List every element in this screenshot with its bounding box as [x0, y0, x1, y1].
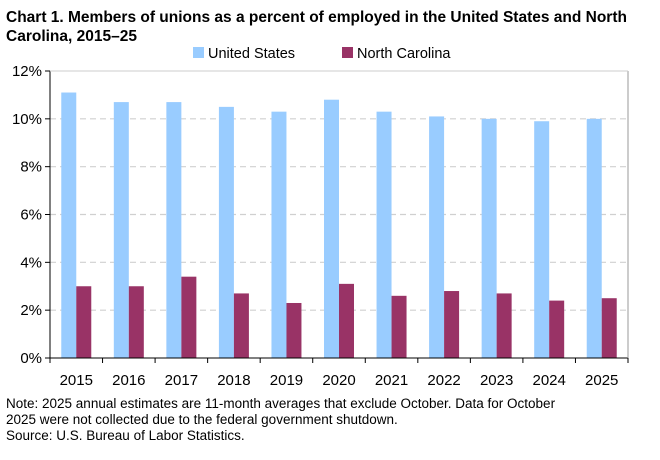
x-tick-label: 2024	[532, 372, 565, 389]
bar-united-states-2025	[586, 118, 602, 358]
bar-north-carolina-2019	[286, 302, 302, 358]
bar-north-carolina-2025	[601, 298, 617, 358]
bar-united-states-2019	[271, 111, 287, 359]
bar-north-carolina-2017	[181, 276, 197, 358]
bar-north-carolina-2022	[444, 291, 460, 358]
legend-label: North Carolina	[357, 46, 451, 62]
bar-united-states-2022	[429, 116, 445, 358]
x-tick-label: 2021	[375, 372, 408, 389]
x-tick-label: 2015	[60, 372, 93, 389]
y-tick-label: 12%	[12, 63, 42, 80]
bar-north-carolina-2023	[496, 293, 512, 358]
y-tick-label: 8%	[20, 159, 42, 176]
y-tick-label: 4%	[20, 254, 42, 271]
bar-north-carolina-2018	[233, 293, 249, 358]
y-tick-label: 10%	[12, 111, 42, 128]
legend-label: United States	[208, 46, 295, 62]
bar-north-carolina-2024	[549, 300, 565, 358]
x-tick-label: 2019	[270, 372, 303, 389]
x-tick-label: 2020	[322, 372, 355, 389]
bar-north-carolina-2021	[391, 295, 407, 358]
y-tick-label: 0%	[20, 350, 42, 367]
x-tick-label: 2018	[217, 372, 250, 389]
y-tick-label: 2%	[20, 302, 42, 319]
x-tick-label: 2017	[165, 372, 198, 389]
bar-united-states-2018	[218, 106, 234, 358]
bar-united-states-2020	[324, 99, 339, 358]
x-tick-label: 2025	[585, 372, 618, 389]
bar-north-carolina-2016	[128, 286, 144, 358]
bar-north-carolina-2015	[76, 286, 92, 358]
bar-united-states-2023	[481, 118, 497, 358]
y-tick-label: 6%	[20, 207, 42, 224]
legend-swatch-north-carolina	[342, 47, 353, 58]
bar-north-carolina-2020	[339, 283, 354, 358]
bar-united-states-2016	[113, 102, 129, 358]
source-line: Source: U.S. Bureau of Labor Statistics.	[6, 428, 245, 443]
bar-united-states-2024	[534, 121, 550, 358]
x-tick-label: 2023	[480, 372, 513, 389]
legend-swatch-united-states	[193, 47, 204, 58]
chart-note: Note: 2025 annual estimates are 11-month…	[6, 396, 656, 444]
x-tick-label: 2022	[427, 372, 460, 389]
bar-united-states-2017	[166, 102, 182, 358]
note-line-1: Note: 2025 annual estimates are 11-month…	[6, 396, 556, 411]
bar-united-states-2021	[376, 111, 392, 359]
chart-title: Chart 1. Members of unions as a percent …	[6, 9, 627, 45]
note-line-2: 2025 were not collected due to the feder…	[6, 412, 398, 427]
x-tick-label: 2016	[112, 372, 145, 389]
bar-united-states-2015	[61, 92, 77, 359]
